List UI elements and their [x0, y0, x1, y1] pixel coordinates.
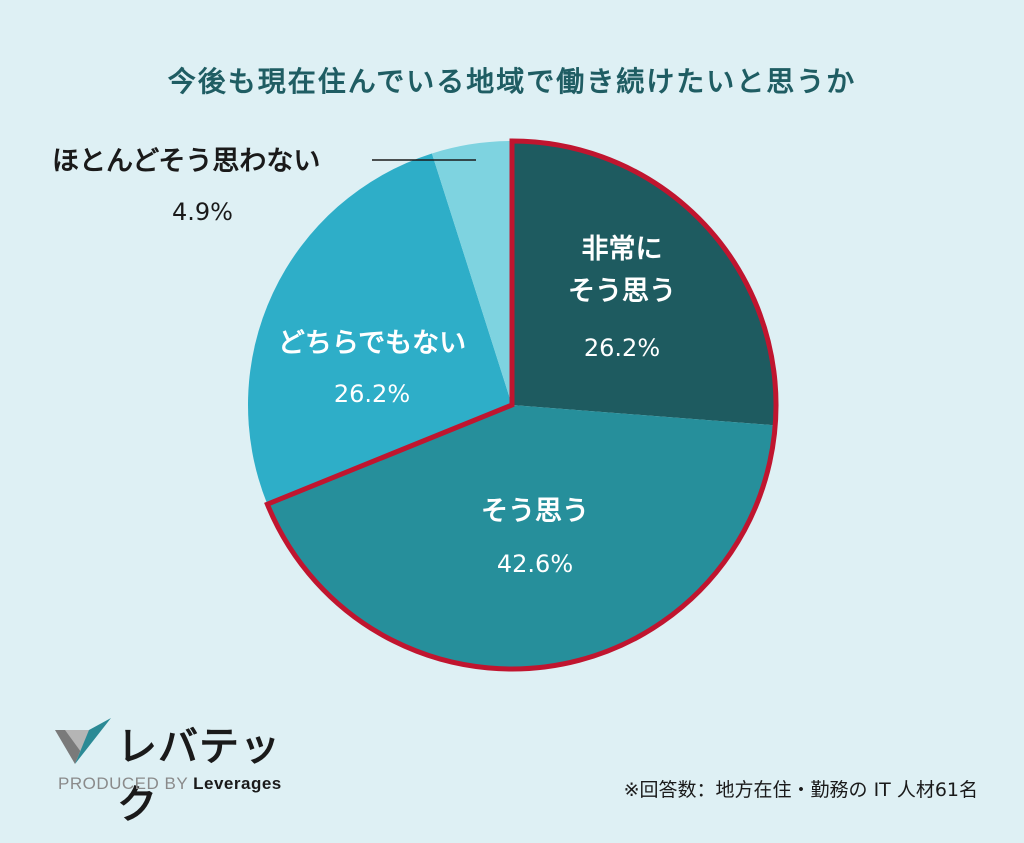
slice-label-2-line-1: そう思う — [481, 496, 589, 527]
pie-slices — [247, 141, 776, 670]
pie-slice-3 — [247, 153, 512, 505]
slice-value-3: 26.2% — [334, 380, 410, 408]
slice-label-4: ほとんどそう思わない — [52, 146, 320, 177]
produced-by-line: PRODUCED BY Leverages — [58, 774, 282, 794]
highlight-outline — [264, 138, 779, 672]
brand-name: レバテック — [117, 724, 281, 828]
produced-by-text: PRODUCED BY — [58, 774, 188, 793]
slice-value-1: 26.2% — [584, 334, 660, 362]
slice-label-1-line-1: 非常に — [582, 234, 663, 265]
pie-slice-1 — [512, 141, 776, 426]
footnote: ※回答数：地方在住・勤務の IT 人材61名 — [623, 779, 978, 801]
brand-logo-block: レバテック PRODUCED BY Leverages — [55, 712, 315, 828]
leverages-logo-icon — [55, 718, 111, 764]
slice-label-1-line-2: そう思う — [568, 276, 676, 307]
chart-title: 今後も現在住んでいる地域で働き続けたいと思うか — [167, 65, 857, 98]
slice-label-3-line-1: どちらでもない — [278, 328, 466, 359]
slice-value-4: 4.9% — [172, 198, 233, 226]
pie-slice-4 — [431, 141, 512, 405]
pie-slice-2 — [267, 405, 776, 670]
company-name: Leverages — [193, 774, 282, 793]
slice-value-2: 42.6% — [497, 550, 573, 578]
